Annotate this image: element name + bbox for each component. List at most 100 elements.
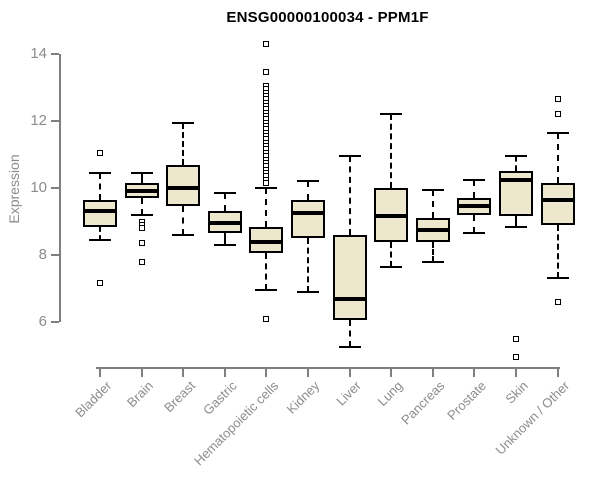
outlier-point-brain [138, 240, 145, 247]
y-tick [51, 321, 59, 323]
chart-title: ENSG00000100034 - PPM1F [226, 9, 429, 26]
x-tick-prostate [473, 367, 476, 377]
whisker-upper-pancreas [431, 189, 434, 219]
x-tick-kidney [307, 367, 309, 377]
x-category-label-breast: Breast [160, 378, 198, 416]
y-tick-label: 14 [30, 45, 47, 62]
x-category-label-lung: Lung [374, 378, 406, 410]
whisker-lower-hematopoietic-cells [265, 253, 268, 291]
whisker-lower-prostate [473, 214, 476, 234]
x-category-label-prostate: Prostate [444, 378, 490, 423]
x-category-label-bladder: Bladder [72, 378, 115, 421]
whisker-cap-low-breast [172, 233, 195, 236]
whisker-cap-high-gastric [213, 192, 236, 195]
x-tick-breast [182, 367, 185, 377]
whisker-upper-hematopoietic-cells [265, 188, 268, 227]
whisker-lower-liver [348, 320, 351, 348]
whisker-upper-skin [515, 156, 517, 172]
outlier-point-hematopoietic-cells [263, 69, 270, 76]
whisker-cap-low-hematopoietic-cells [255, 289, 278, 292]
y-tick [51, 254, 59, 256]
y-axis-line [59, 54, 61, 322]
whisker-cap-low-brain [130, 213, 153, 216]
x-tick-lung [390, 367, 393, 377]
x-category-label-unknown-other: Unknown / Other [492, 378, 573, 458]
y-tick-label: 6 [38, 313, 47, 330]
median-line-brain [124, 189, 159, 194]
whisker-lower-brain [140, 198, 143, 215]
x-tick-unknown-other [556, 367, 559, 377]
x-category-label-skin: Skin [502, 378, 531, 407]
whisker-cap-high-pancreas [421, 188, 444, 191]
x-tick-skin [515, 367, 517, 377]
outlier-point-unknown-other [554, 111, 561, 118]
whisker-cap-high-lung [380, 113, 403, 116]
whisker-lower-skin [515, 216, 517, 227]
outlier-point-brain [138, 258, 145, 265]
outlier-point-bladder [97, 280, 103, 287]
whisker-lower-unknown-other [556, 224, 559, 279]
box-unknown-other [540, 182, 575, 225]
whisker-cap-high-skin [505, 155, 527, 158]
whisker-cap-high-kidney [297, 180, 319, 183]
whisker-upper-unknown-other [556, 132, 559, 183]
whisker-lower-gastric [223, 233, 226, 245]
outlier-point-hematopoietic-cells [263, 40, 270, 47]
median-line-lung [374, 214, 409, 219]
outlier-point-skin [513, 354, 519, 361]
whisker-cap-high-brain [130, 171, 153, 174]
median-line-kidney [291, 211, 325, 216]
whisker-upper-kidney [307, 181, 309, 200]
outlier-point-unknown-other [554, 298, 561, 305]
x-category-label-pancreas: Pancreas [397, 378, 448, 428]
outlier-point-brain [138, 225, 145, 232]
x-tick-brain [140, 367, 143, 377]
outlier-point-hematopoietic-cells [263, 179, 270, 186]
whisker-cap-low-gastric [213, 243, 236, 246]
whisker-upper-bladder [99, 172, 101, 200]
whisker-upper-prostate [473, 179, 476, 199]
whisker-cap-high-bladder [89, 171, 111, 174]
whisker-upper-liver [348, 156, 351, 235]
x-tick-pancreas [431, 367, 434, 377]
whisker-cap-low-skin [505, 225, 527, 228]
whisker-cap-high-unknown-other [546, 131, 569, 134]
y-tick [51, 120, 59, 122]
whisker-lower-lung [390, 241, 393, 267]
whisker-cap-high-prostate [463, 178, 486, 181]
x-category-label-brain: Brain [124, 378, 157, 411]
y-tick-label: 12 [30, 112, 47, 129]
median-line-gastric [207, 221, 242, 226]
median-line-skin [499, 177, 533, 182]
whisker-lower-kidney [307, 238, 309, 292]
x-axis-line [96, 367, 560, 369]
box-breast [166, 164, 201, 207]
whisker-cap-high-hematopoietic-cells [255, 187, 278, 189]
whisker-upper-gastric [223, 193, 226, 212]
box-kidney [291, 199, 325, 239]
x-tick-bladder [99, 367, 101, 377]
box-liver [332, 234, 367, 321]
median-line-unknown-other [540, 197, 575, 202]
median-line-breast [166, 186, 201, 190]
x-category-label-gastric: Gastric [199, 378, 240, 418]
x-category-label-kidney: Kidney [283, 378, 323, 417]
outlier-point-skin [513, 335, 519, 342]
x-tick-gastric [223, 367, 226, 377]
y-tick [51, 53, 59, 55]
median-line-prostate [457, 204, 492, 209]
whisker-upper-breast [182, 122, 185, 165]
whisker-cap-low-unknown-other [546, 277, 569, 280]
outlier-point-bladder [97, 149, 103, 156]
x-category-label-liver: Liver [333, 378, 365, 409]
y-tick-label: 8 [38, 246, 47, 263]
whisker-cap-low-kidney [297, 290, 319, 293]
outlier-point-hematopoietic-cells [263, 315, 270, 322]
median-line-bladder [83, 209, 117, 214]
y-tick [51, 187, 59, 189]
median-line-pancreas [415, 227, 450, 232]
whisker-cap-low-prostate [463, 232, 486, 235]
whisker-cap-high-breast [172, 121, 195, 124]
whisker-cap-low-lung [380, 265, 403, 268]
